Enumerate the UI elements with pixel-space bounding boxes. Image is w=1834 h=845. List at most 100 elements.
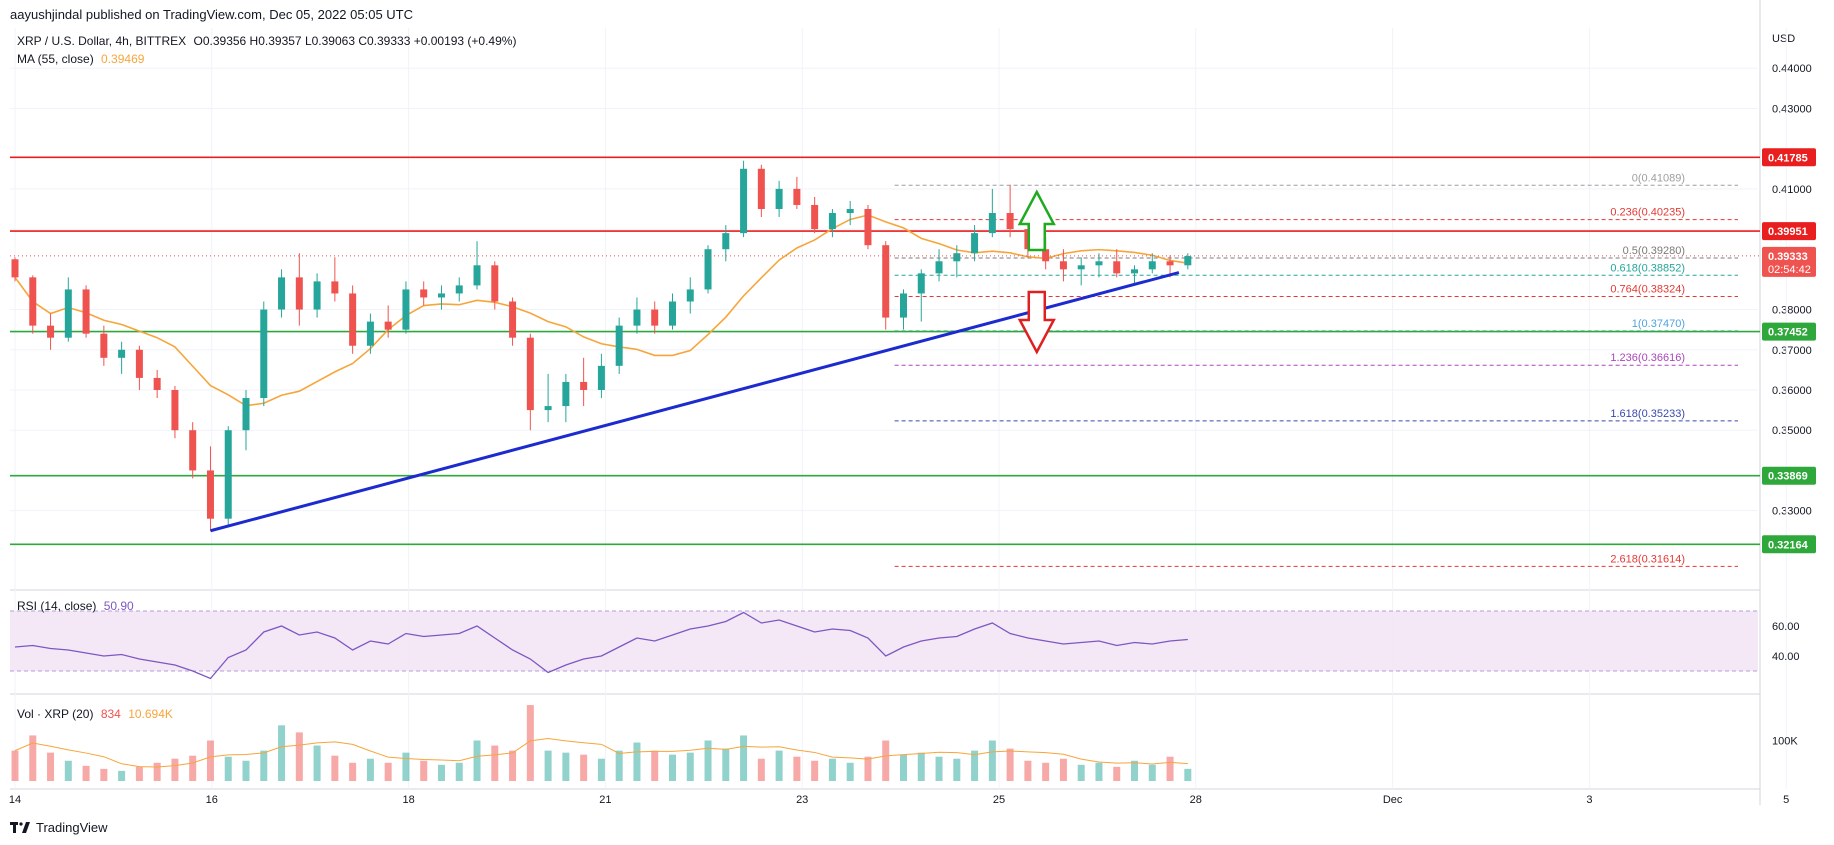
current-price-badge [1762,246,1816,277]
candle-down [509,301,517,338]
rsi-value: 50.90 [103,599,134,613]
candle-down [384,321,392,330]
candle-up [704,249,712,290]
candle-down [47,325,55,338]
volume-bar [580,754,588,781]
resistance-level-label: 0.41785 [1768,152,1808,164]
time-tick-label: 25 [993,794,1005,806]
resistance-level-label: 0.39951 [1768,226,1808,238]
volume-bar [64,760,72,781]
candle-down [1113,261,1121,274]
published-line: aayushjindal published on TradingView.co… [10,7,414,22]
volume-legend: Vol · XRP (20) 834 10.694K [17,707,177,721]
volume-bar [1148,764,1156,781]
candle-down [82,289,90,334]
candle-up [633,309,641,326]
support-level-badge [1762,535,1816,554]
volume-bar [420,760,428,781]
volume-label: Vol · XRP (20) [17,707,94,721]
rsi-tick-label: 60.00 [1772,621,1800,633]
candle-down [1059,261,1067,270]
time-tick-label: 18 [402,794,414,806]
candle-up [917,273,925,294]
volume-bar [402,752,410,781]
candle-up [1095,261,1103,266]
support-level-badge [1762,466,1816,485]
symbol-label: XRP / U.S. Dollar, 4h, BITTREX [17,34,187,48]
ascending-trendline [210,271,1180,533]
arrow-up-icon [1017,189,1056,252]
volume-bar [668,754,676,781]
volume-bar [597,758,605,781]
volume-bar [722,748,730,781]
candle-down [580,381,588,390]
fib-level-label: 0.618(0.38852) [1610,262,1685,274]
volume-bar [1131,760,1139,781]
price-tick-label: 0.36000 [1772,385,1812,397]
ma-label: MA (55, close) [17,52,94,66]
volume-bar [313,745,321,781]
volume-bar [935,756,943,781]
fib-level-label: 0.236(0.40235) [1610,207,1685,219]
time-tick-label: 5 [1783,794,1789,806]
volume-bar [509,750,517,781]
volume-bar [82,765,90,781]
candle-up [900,293,907,318]
candle-up [242,398,250,431]
countdown-label: 02:54:42 [1768,264,1811,276]
rsi-label: RSI (14, close) [17,599,97,613]
time-tick-label: 16 [206,794,218,806]
volume-bar [704,740,712,781]
volume-bar [1077,764,1085,781]
symbol-legend: XRP / U.S. Dollar, 4h, BITTREX O0.39356 … [17,34,520,48]
candle-up [562,381,570,407]
candle-up [313,281,321,310]
candle-down [811,204,819,230]
time-tick-label: 14 [9,794,21,806]
price-tick-label: 0.43000 [1772,103,1812,115]
volume-bar [828,758,836,781]
volume-bar [864,756,872,781]
volume-bar [473,740,481,781]
footer-brand: TradingView [36,820,108,835]
candle-up [64,289,72,338]
rsi-line [14,611,1188,680]
time-tick-label: 28 [1190,794,1202,806]
candle-up [722,233,730,250]
volume-ma-line [14,737,1188,768]
volume-bar [11,750,19,781]
support-level-badge [1762,322,1816,341]
candle-down [206,470,214,519]
volume-bar [47,752,55,781]
time-tick-label: 23 [796,794,808,806]
moving-average-line [14,214,1188,407]
volume-bar [900,754,907,781]
candle-down [793,188,801,205]
candle-up [544,406,552,411]
candle-down [651,309,659,326]
candle-up [988,213,996,234]
fib-level-label: 0.764(0.38324) [1610,284,1685,296]
support-level-label: 0.37452 [1768,327,1808,339]
price-tick-label: 0.38000 [1772,305,1812,317]
candle-down [1166,261,1174,266]
volume-bar [793,756,801,781]
volume-bar [331,755,339,781]
arrow-down-icon [1017,290,1056,355]
fib-level-label: 1(0.37470) [1632,318,1685,330]
support-level-label: 0.33869 [1768,471,1808,483]
candle-up [118,349,126,358]
volume-bar [118,770,126,781]
candle-up [597,365,605,390]
price-tick-label: 0.33000 [1772,506,1812,518]
ma-legend: MA (55, close) 0.39469 [17,52,148,66]
fib-level-label: 2.618(0.31614) [1610,553,1685,565]
footer: TradingView [10,820,108,835]
candle-up [1131,269,1139,274]
volume-bar [562,752,570,781]
candle-up [846,208,854,214]
candle-up [828,213,836,230]
candle-down [189,430,197,471]
candle-down [757,168,765,209]
